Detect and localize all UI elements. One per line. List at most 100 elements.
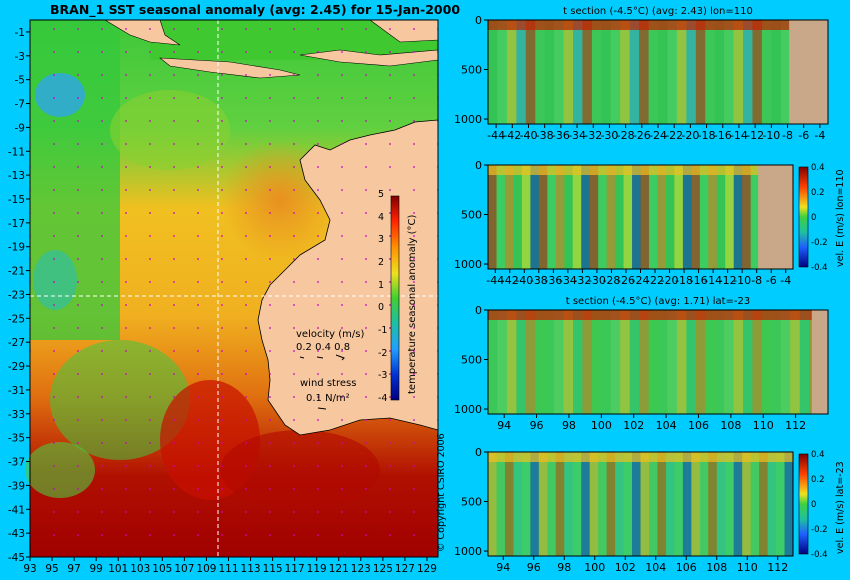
section-cell xyxy=(771,20,782,124)
section-cell xyxy=(733,165,743,269)
section-cell xyxy=(691,165,701,269)
section-cell xyxy=(629,310,640,414)
section-cell xyxy=(623,452,633,556)
section-cell xyxy=(725,165,735,269)
section-cell xyxy=(535,20,546,124)
map-ytick-label: -37 xyxy=(8,457,25,469)
section-cell xyxy=(790,310,801,414)
section-cell xyxy=(525,310,536,414)
section-cell xyxy=(563,310,574,414)
section-ytick-label: 500 xyxy=(461,64,482,77)
wind-stress-title: wind stress xyxy=(300,378,357,389)
sst-colorbar xyxy=(390,195,400,401)
section-xtick-label: -10 xyxy=(762,129,780,142)
section-xtick-label: -22 xyxy=(665,129,683,142)
section-cell xyxy=(648,20,659,124)
sst-colorbar-tick: 2 xyxy=(378,257,385,268)
section-xtick-label: 100 xyxy=(591,419,612,432)
section-xtick-label: -36 xyxy=(544,274,562,287)
section-xtick-label: -20 xyxy=(681,129,699,142)
section-cell xyxy=(610,310,621,414)
section-overlay xyxy=(488,20,828,124)
section-cell xyxy=(521,165,531,269)
map-xtick-label: 103 xyxy=(130,563,150,575)
map-ytick-label: -1 xyxy=(15,27,25,39)
section-xtick-label: -44 xyxy=(487,129,505,142)
section-cell xyxy=(581,165,591,269)
section-cell xyxy=(601,20,612,124)
section-cell xyxy=(555,165,565,269)
sst-colorbar-tick: 3 xyxy=(378,234,385,246)
section-cell xyxy=(601,310,612,414)
map-ytick-label: -17 xyxy=(8,218,25,230)
section-cell xyxy=(555,452,565,556)
sst-colorbar-tick: 1 xyxy=(378,279,385,291)
section-cell xyxy=(648,310,659,414)
section-ytick-label: 500 xyxy=(461,209,482,222)
map-xtick-label: 127 xyxy=(395,563,415,575)
section-overlay xyxy=(488,310,828,414)
section-cell xyxy=(699,452,709,556)
section-cell xyxy=(724,310,735,414)
sst-colorbar-tick: 4 xyxy=(378,211,385,223)
map-ytick-label: -9 xyxy=(15,122,25,134)
section-cell xyxy=(682,452,692,556)
section-xtick-label: -18 xyxy=(698,129,716,142)
section-xtick-label: -34 xyxy=(568,129,586,142)
section-cell xyxy=(620,310,631,414)
section-cell xyxy=(676,20,687,124)
map-xtick-label: 121 xyxy=(329,563,349,575)
velocity-colorbar-tick: 0.2 xyxy=(811,188,825,198)
map-xtick-label: 111 xyxy=(218,563,238,575)
section-land xyxy=(789,20,828,124)
section-cell xyxy=(581,452,591,556)
map-xtick-label: 123 xyxy=(351,563,371,575)
section-cell xyxy=(640,165,650,269)
map-xtick-label: 125 xyxy=(373,563,393,575)
sst-colorbar-tick: 5 xyxy=(378,189,385,200)
section-xtick-label: -34 xyxy=(559,274,577,287)
section-cell xyxy=(629,20,640,124)
section-cell xyxy=(752,20,763,124)
velocity-colorbar-tick: -0.2 xyxy=(811,525,828,535)
section-cell xyxy=(716,165,726,269)
section-ytick-label: 1000 xyxy=(454,403,482,416)
section-cell xyxy=(799,310,810,414)
section-xtick-label: -12 xyxy=(719,274,737,287)
section-title: t section (-4.5°C) (avg: 2.43) lon=110 xyxy=(563,6,753,17)
map-xtick-label: 105 xyxy=(152,563,172,575)
section-cell xyxy=(488,310,498,414)
section-cell xyxy=(761,20,772,124)
map-ytick-label: -41 xyxy=(8,504,25,516)
section-xtick-label: -4 xyxy=(780,274,791,287)
section-overlay xyxy=(488,452,793,556)
sst-colorbar-tick: -3 xyxy=(378,370,388,382)
section-cell xyxy=(761,310,772,414)
section-cell xyxy=(488,165,497,269)
sst-map: 93 95 97 99 101 103 105 107 109 111 113 115 117 119 12… xyxy=(8,19,439,575)
section-cell xyxy=(699,165,709,269)
velocity-colorbar-tick: 0.4 xyxy=(811,450,825,460)
section-xtick-label: -6 xyxy=(766,274,777,287)
section-ytick-label: 500 xyxy=(461,496,482,509)
section-cell xyxy=(648,165,658,269)
section-cell xyxy=(620,20,631,124)
section-cell xyxy=(665,452,675,556)
section-cell xyxy=(615,452,625,556)
map-ytick-label: -29 xyxy=(8,361,25,373)
section-cell xyxy=(530,452,540,556)
section-xtick-label: -26 xyxy=(617,274,635,287)
section-xtick-label: -38 xyxy=(530,274,548,287)
section-xtick-label: 106 xyxy=(688,419,709,432)
section-cell xyxy=(530,165,540,269)
velocity-colorbar-tick: -0.4 xyxy=(811,550,828,560)
section-xtick-label: -30 xyxy=(600,129,618,142)
section-cell xyxy=(572,452,582,556)
section-cell xyxy=(591,310,602,414)
section-cell xyxy=(554,20,565,124)
section-cell xyxy=(497,20,508,124)
section-cell xyxy=(572,165,582,269)
section-cell xyxy=(780,20,791,124)
section-cell xyxy=(554,310,565,414)
section-ytick-label: 0 xyxy=(475,446,482,459)
